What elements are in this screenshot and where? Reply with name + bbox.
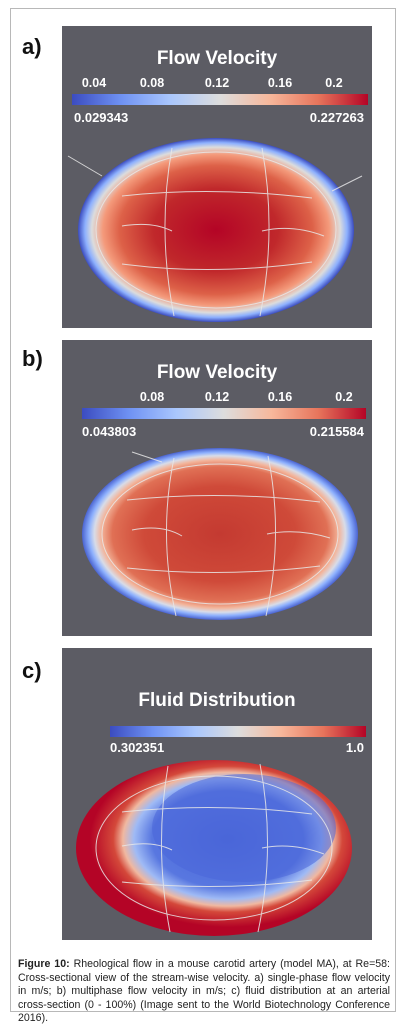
panel-b-colorbar — [82, 408, 366, 419]
panel-a-colorbar — [72, 94, 368, 105]
panel-a-tick: 0.16 — [267, 76, 293, 90]
panel-a-tick: 0.12 — [204, 76, 230, 90]
panel-b-tick: 0.2 — [335, 390, 353, 404]
panel-label-b: b) — [22, 346, 43, 371]
panel-a-tick: 0.2 — [325, 76, 343, 90]
panel-b-tick: 0.08 — [139, 390, 165, 404]
panel-a-cross-section — [67, 138, 363, 322]
panel-c-title: Fluid Distribution — [138, 690, 296, 711]
panel-c-min-label: 0.302351 — [110, 740, 165, 755]
panel-b-image: Flow Velocity 0.08 0.12 0.16 0.2 0.04380… — [62, 340, 372, 636]
panel-a-tick: 0.04 — [81, 76, 107, 90]
panel-b-tick: 0.12 — [204, 390, 230, 404]
panel-a-max-label: 0.227263 — [309, 110, 364, 125]
panel-b-title: Flow Velocity — [156, 362, 278, 383]
panel-b-min-label: 0.043803 — [82, 424, 137, 439]
panel-label-c: c) — [22, 658, 42, 683]
panel-b-max-label: 0.215584 — [309, 424, 364, 439]
panel-c-colorbar — [110, 726, 366, 737]
panel-a-image: Flow Velocity 0.04 0.08 0.12 0.16 0.2 0.… — [62, 26, 372, 328]
panel-a-min-label: 0.029343 — [74, 110, 129, 125]
caption-label: Figure 10: — [18, 958, 70, 970]
caption-text: Rheological flow in a mouse carotid arte… — [18, 958, 390, 1024]
panel-a-title: Flow Velocity — [156, 48, 278, 69]
panel-label-a: a) — [22, 34, 42, 59]
panel-c-image: Fluid Distribution 0.302351 1.0 — [62, 648, 372, 940]
panel-a-tick: 0.08 — [139, 76, 165, 90]
panel-c-cross-section — [76, 760, 352, 936]
figure-caption: Figure 10: Rheological flow in a mouse c… — [18, 958, 390, 1026]
panel-c-max-label: 1.0 — [345, 740, 364, 755]
panel-b-cross-section — [82, 448, 358, 620]
panel-b-tick: 0.16 — [267, 390, 293, 404]
